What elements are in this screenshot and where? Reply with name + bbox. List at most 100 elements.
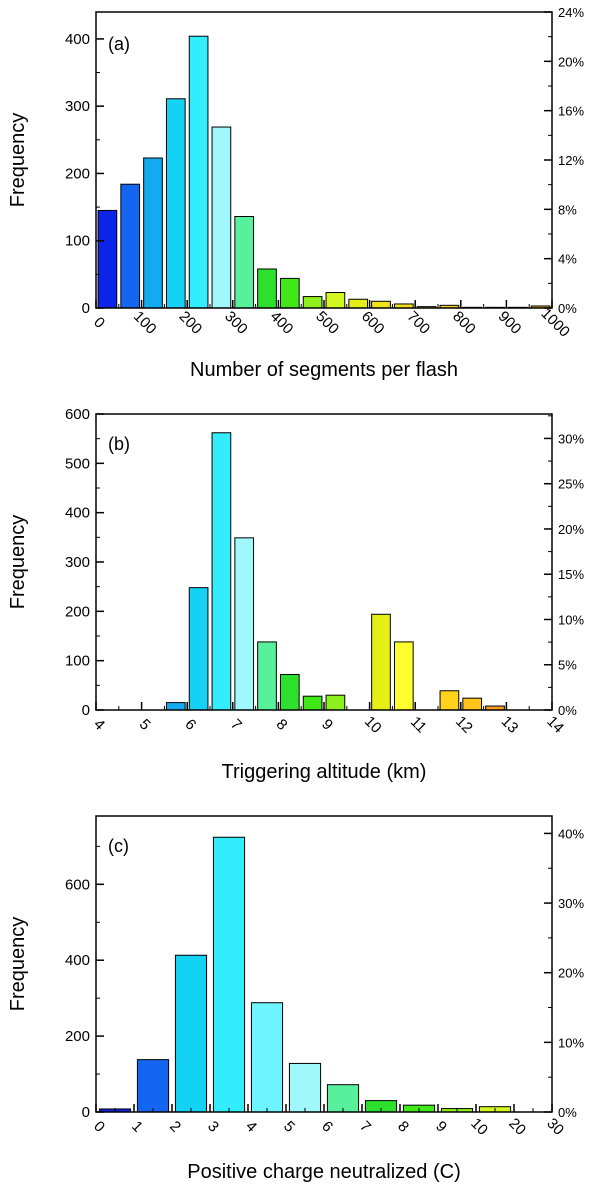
panel-c-x-tick-label: 5 <box>280 1118 298 1136</box>
panel-b-right-tick-labels: 0% 5% 10% 15% 20% 25% 30% <box>558 431 584 718</box>
panel-c-right-tick-label: 40% <box>558 826 584 841</box>
panel-b-bar <box>188 587 209 711</box>
panel-a-left-tick-labels: 0 100 200 300 400 <box>65 31 90 317</box>
panel-a-right-tick-label: 24% <box>558 5 584 20</box>
panel-c-x-tick-label: 7 <box>356 1118 374 1136</box>
panel-a-bar <box>302 296 323 309</box>
panel-b-frame <box>95 413 553 711</box>
panel-a-y-tick-label: 400 <box>65 31 90 48</box>
panel-c-right-tick-label: 20% <box>558 966 584 981</box>
panel-a-bar <box>234 216 255 309</box>
panel-b-right-tick-label: 25% <box>558 477 584 492</box>
panel-a-bar <box>371 300 391 309</box>
panel-a-right-tick-labels: 0% 4% 8% 12% 16% 20% 24% <box>558 5 584 316</box>
panel-a-bars <box>97 35 551 309</box>
panel-b-axes <box>95 413 553 711</box>
panel-b-bar <box>257 641 277 711</box>
panel-b-bar <box>325 694 346 711</box>
panel-a-bar <box>143 157 163 309</box>
panel-a-right-tick-label: 12% <box>558 153 584 168</box>
panel-a-bar <box>279 277 300 309</box>
panel-c-bar <box>288 1062 322 1113</box>
panel-a-y-tick-label: 100 <box>65 233 90 250</box>
panel-a-label: (a) <box>108 34 130 54</box>
panel-b-bar <box>302 695 323 711</box>
panel-a-x-tick-label: 900 <box>495 308 525 338</box>
panel-b-y-tick-label: 300 <box>65 554 90 571</box>
panel-b-right-tick-label: 15% <box>558 567 584 582</box>
panel-c-x-axis-title: Positive charge neutralized (C) <box>187 1161 460 1183</box>
panel-c-x-tick-label: 20 <box>505 1115 529 1139</box>
panel-a-bar <box>188 35 209 309</box>
panel-c-x-tick-label: 3 <box>204 1118 222 1136</box>
panel-c-left-tick-labels: 0 200 400 600 <box>65 876 90 1121</box>
panel-b-y-tick-label: 500 <box>65 455 90 472</box>
panel-a-bar <box>325 292 346 309</box>
panel-b-right-tick-label: 30% <box>558 431 584 446</box>
panel-b-label: (b) <box>108 434 130 454</box>
panel-b-bar <box>234 537 255 711</box>
panel-a-x-tick-label: 800 <box>449 308 479 338</box>
panel-c-bars <box>98 836 512 1113</box>
panel-a-right-tick-label: 8% <box>558 202 577 217</box>
panel-b-bar <box>279 673 300 711</box>
panel-b-x-tick-label: 9 <box>318 716 336 734</box>
panel-c-label: (c) <box>108 836 129 856</box>
panel-c-x-tick-label: 6 <box>318 1118 336 1136</box>
panel-c-x-tick-label: 1 <box>128 1118 146 1136</box>
panel-b-right-tick-label: 10% <box>558 612 584 627</box>
panel-b-x-tick-label: 10 <box>361 713 385 737</box>
panel-c-right-tick-label: 10% <box>558 1035 584 1050</box>
panel-a-x-tick-label: 600 <box>358 308 388 338</box>
panel-a-y-axis-title: Frequency <box>7 113 29 208</box>
panel-a-right-tick-label: 20% <box>558 54 584 69</box>
panel-a-x-tick-label: 300 <box>221 308 251 338</box>
panel-a-bar <box>165 98 186 309</box>
panel-c-x-tick-label: 8 <box>394 1118 412 1136</box>
panel-c-right-tick-labels: 0% 10% 20% 30% 40% <box>558 826 584 1120</box>
panel-b-x-tick-label: 12 <box>452 713 476 737</box>
panel-a-bar <box>120 183 141 309</box>
panel-b-bar <box>165 702 186 711</box>
panel-c-x-tick-label: 2 <box>166 1118 184 1136</box>
panel-c-right-tick-label: 0% <box>558 1105 577 1120</box>
panel-a-right-tick-label: 0% <box>558 301 577 316</box>
panel-c-x-tick-labels: 0 1 2 3 4 5 6 7 8 9 10 20 30 <box>90 1115 567 1139</box>
panel-a-x-tick-label: 0 <box>90 314 108 332</box>
panel-a-right-tick-label: 4% <box>558 252 577 267</box>
panel-b-x-axis-title: Triggering altitude (km) <box>222 761 427 783</box>
panel-c-bar <box>326 1084 360 1113</box>
panel-b-right-tick-label: 5% <box>558 658 577 673</box>
panel-a-bar <box>257 268 277 309</box>
panel-b-bar <box>211 432 232 711</box>
panel-a-right-tick-label: 16% <box>558 104 584 119</box>
panel-c-y-tick-label: 0 <box>82 1104 90 1121</box>
panel-b-x-tick-labels: 4 5 6 7 8 9 10 11 12 13 14 <box>90 713 567 737</box>
panel-c-x-tick-label: 10 <box>467 1115 491 1139</box>
panel-b-x-tick-label: 4 <box>90 716 108 734</box>
panel-a-y-tick-label: 0 <box>82 300 90 317</box>
panel-b-x-tick-label: 8 <box>273 716 291 734</box>
panel-a-bar <box>348 298 369 309</box>
panel-c-y-tick-label: 400 <box>65 952 90 969</box>
panel-b-x-tick-label: 6 <box>181 716 199 734</box>
panel-c: 0 200 400 600 0% 10% 20% 30% 40% 0 1 2 3 4 5 6 7 8 9 10 20… <box>7 815 584 1183</box>
panel-a-x-tick-label: 100 <box>130 308 160 338</box>
panel-b-left-tick-labels: 0 100 200 300 400 500 600 <box>65 406 90 719</box>
panel-a-x-axis-title: Number of segments per flash <box>190 359 458 381</box>
panel-b-x-tick-label: 5 <box>136 716 154 734</box>
panel-b-bar <box>439 690 460 711</box>
panel-a-x-tick-label: 700 <box>404 308 434 338</box>
panel-c-bar <box>174 954 208 1113</box>
panel-a-axes <box>95 11 553 309</box>
panel-b-y-tick-label: 400 <box>65 505 90 522</box>
panel-b-bar <box>371 613 391 711</box>
panel-c-axes <box>95 815 553 1113</box>
panel-b-y-axis-title: Frequency <box>7 515 29 610</box>
panel-b-y-tick-label: 100 <box>65 653 90 670</box>
panel-c-y-tick-label: 600 <box>65 876 90 893</box>
panel-b-bar <box>462 697 483 711</box>
panel-a-frame <box>95 11 553 309</box>
panel-b-right-tick-label: 0% <box>558 703 577 718</box>
panel-c-right-tick-label: 30% <box>558 896 584 911</box>
